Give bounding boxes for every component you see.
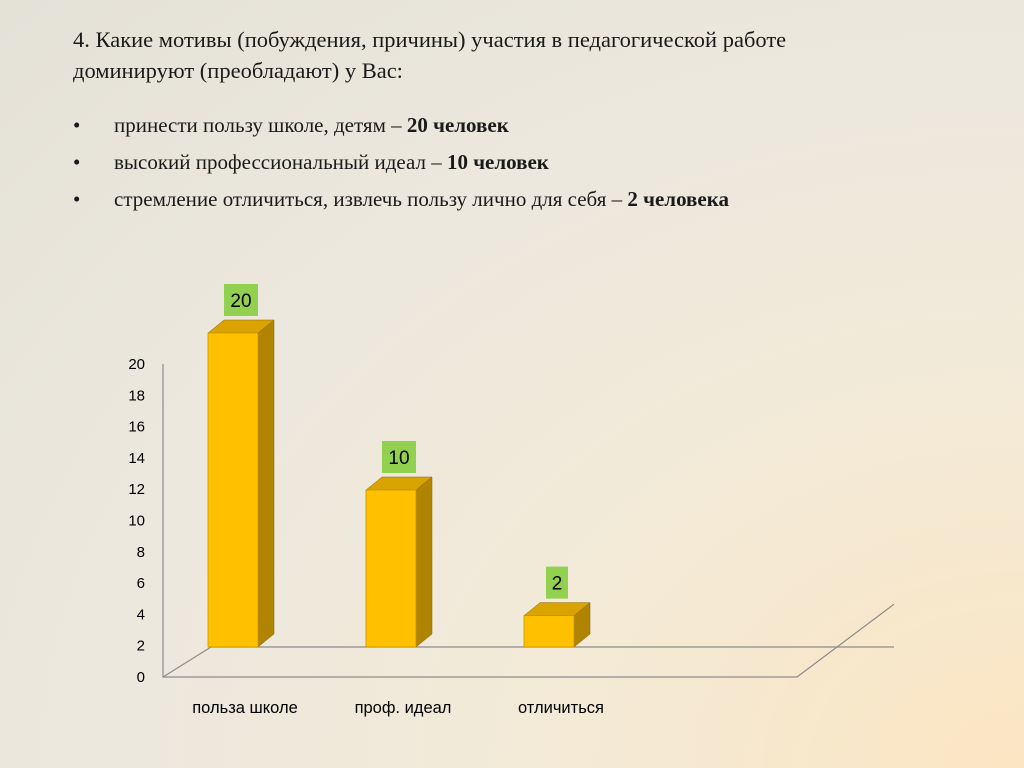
y-tick-label: 14: [128, 450, 145, 467]
x-category-label: проф. идеал: [355, 699, 452, 717]
answer-count: 10 человек: [446, 150, 549, 174]
bullet-icon: •: [73, 113, 81, 137]
data-label: 2: [552, 574, 563, 595]
y-tick-label: 6: [137, 575, 145, 592]
answer-text: принести пользу школе, детям –: [114, 113, 407, 137]
question-line-2: доминируют (преобладают) у Вас:: [73, 58, 403, 83]
y-tick-label: 18: [128, 387, 145, 404]
data-label: 10: [388, 448, 409, 469]
floor-depth-edge: [162, 646, 212, 678]
y-tick-label: 8: [137, 544, 145, 561]
bar: [365, 476, 433, 648]
y-tick-label: 4: [137, 606, 145, 623]
bar-side: [415, 476, 433, 648]
y-tick-label: 16: [128, 419, 145, 436]
data-label-box: [382, 441, 416, 473]
data-label-box: [546, 566, 568, 599]
bar: [523, 602, 591, 648]
answer-item: • стремление отличиться, извлечь пользу …: [73, 181, 729, 218]
data-label: 20: [230, 291, 251, 312]
question-title: 4. Какие мотивы (побуждения, причины) уч…: [73, 24, 973, 86]
y-tick-label: 12: [128, 481, 145, 498]
answer-text: высокий профессиональный идеал –: [114, 150, 447, 174]
bar-side: [257, 319, 275, 648]
bar-front: [523, 615, 575, 648]
bar-front: [207, 332, 259, 648]
x-category-label: польза школе: [192, 699, 298, 717]
answer-count: 20 человек: [406, 113, 509, 137]
answer-item: • высокий профессиональный идеал – 10 че…: [73, 144, 729, 181]
axis-frame: [162, 364, 895, 678]
bullet-icon: •: [73, 187, 81, 211]
question-line-1: 4. Какие мотивы (побуждения, причины) уч…: [73, 27, 787, 52]
answer-item: • принести пользу школе, детям – 20 чело…: [73, 107, 729, 144]
y-tick-label: 10: [128, 513, 145, 530]
answer-list: • принести пользу школе, детям – 20 чело…: [73, 107, 729, 218]
y-tick-label: 2: [137, 638, 145, 655]
x-category-label: отличиться: [518, 699, 604, 717]
answer-text: стремление отличиться, извлечь пользу ли…: [114, 187, 628, 211]
bar-front: [365, 489, 417, 648]
y-tick-label: 0: [137, 669, 145, 686]
bullet-icon: •: [73, 150, 81, 174]
bar: [207, 319, 275, 648]
answer-count: 2 человека: [627, 187, 729, 211]
data-label-box: [224, 284, 258, 316]
y-tick-label: 20: [128, 356, 145, 373]
